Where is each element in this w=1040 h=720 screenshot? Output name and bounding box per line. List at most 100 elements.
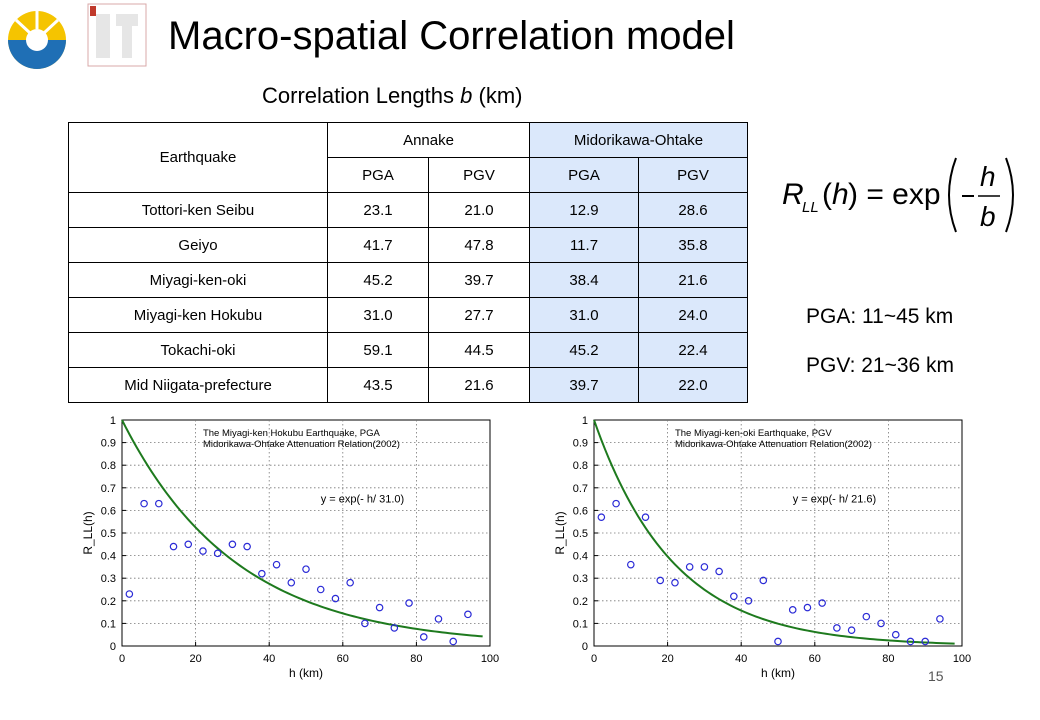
y-tick-label: 0.8: [573, 460, 588, 472]
x-tick-label: 60: [337, 653, 349, 665]
data-point: [921, 637, 930, 646]
table-cell: 28.6: [638, 192, 748, 228]
earthquake-name: Miyagi-ken-oki: [68, 262, 328, 298]
earthquake-name: Miyagi-ken Hokubu: [68, 297, 328, 333]
table-row: Tottori-ken Seibu 23.1 21.0 12.9 28.6: [68, 192, 748, 228]
y-tick-label: 0.4: [101, 551, 116, 563]
x-tick-label: 60: [809, 653, 821, 665]
table-cell: 21.0: [428, 192, 530, 228]
data-point: [155, 499, 163, 508]
data-point: [641, 513, 650, 521]
table-cell: 22.4: [638, 332, 748, 368]
table-cell: 39.7: [529, 367, 639, 403]
table-cell: 23.1: [327, 192, 429, 228]
table-cell: 12.9: [529, 192, 639, 228]
data-point: [730, 592, 738, 601]
table-cell: 45.2: [529, 332, 639, 368]
pga-correlation-plot: 0 0.1 0.2 0.3 0.4 0.5 0.6 0.7 0.8 0.9 1 0 20 40 60 80 10…: [81, 415, 499, 680]
table-cell: 45.2: [327, 262, 429, 298]
data-point: [390, 624, 399, 632]
table-row: Miyagi-ken-oki 45.2 39.7 38.4 21.6: [68, 262, 748, 298]
fit-curve-line: [593, 419, 955, 645]
correlation-formula: R LL ( h ) = exp h b: [782, 157, 1014, 233]
y-tick-label: 1: [110, 415, 116, 427]
table-row: Mid Niigata-prefecture 43.5 21.6 39.7 22…: [68, 367, 748, 403]
x-axis-label: h (km): [289, 666, 323, 680]
data-point: [302, 565, 310, 573]
table-cell: 44.5: [428, 332, 530, 368]
data-point: [169, 542, 178, 551]
data-point: [627, 560, 635, 569]
svg-text:h: h: [832, 178, 849, 211]
svg-text:R: R: [782, 178, 804, 211]
lab-logo: [87, 3, 147, 67]
subheader-pgv: PGV: [428, 157, 530, 193]
y-tick-label: 0.1: [101, 618, 116, 630]
data-point: [656, 576, 665, 585]
plot-title-line1: The Miyagi-ken-oki Earthquake, PGV: [675, 428, 832, 439]
data-point: [759, 576, 768, 585]
x-tick-label: 0: [591, 653, 597, 665]
header-earthquake: Earthquake: [68, 122, 328, 193]
table-cell: 35.8: [638, 227, 748, 263]
data-point: [774, 637, 782, 646]
table-header-row: Earthquake Annake Midorikawa-Ohtake: [68, 122, 748, 193]
y-tick-label: 0.5: [573, 528, 588, 540]
x-tick-label: 20: [189, 653, 201, 665]
y-tick-label: 1: [582, 415, 588, 427]
data-point: [346, 578, 354, 587]
svg-text:) = exp: ) = exp: [848, 178, 941, 211]
table-row: Geiyo 41.7 47.8 11.7 35.8: [68, 227, 748, 263]
y-tick-label: 0.9: [573, 438, 588, 450]
table-cell: 38.4: [529, 262, 639, 298]
data-point: [419, 633, 428, 641]
table-row: Tokachi-oki 59.1 44.5 45.2 22.4: [68, 332, 748, 368]
y-tick-label: 0.1: [573, 618, 588, 630]
data-point: [833, 624, 841, 632]
data-point: [788, 606, 797, 614]
data-point: [906, 637, 915, 646]
x-tick-label: 100: [953, 653, 971, 665]
fit-curve-line: [121, 419, 483, 638]
subheader-pgv: PGV: [638, 157, 748, 193]
caption-prefix: Correlation Lengths: [262, 83, 461, 108]
data-point: [258, 569, 266, 578]
y-tick-label: 0: [582, 641, 588, 653]
table-cell: 43.5: [327, 367, 429, 403]
plot-title-line2: Midorikawa-Ohtake Attenuation Relation(2…: [675, 439, 872, 450]
fit-equation-annotation: y = exp(- h/ 31.0): [321, 493, 404, 505]
x-axis-label: h (km): [761, 666, 795, 680]
y-tick-label: 0.7: [573, 483, 588, 495]
y-tick-label: 0: [110, 641, 116, 653]
header-annake: Annake: [327, 122, 530, 158]
data-point: [803, 603, 812, 612]
data-point: [862, 612, 871, 621]
subheader-pga: PGA: [327, 157, 429, 193]
table-cell: 24.0: [638, 297, 748, 333]
caption-suffix: (km): [472, 83, 523, 108]
subheader-pga: PGA: [529, 157, 639, 193]
svg-text:LL: LL: [802, 199, 819, 216]
x-tick-label: 40: [263, 653, 275, 665]
plot-title-line2: Midorikawa-Ohtake Attenuation Relation(2…: [203, 439, 400, 450]
data-point: [405, 599, 413, 607]
data-point: [243, 542, 251, 551]
svg-text:b: b: [980, 201, 996, 232]
data-point: [671, 578, 679, 587]
page-number: 15: [928, 668, 944, 684]
pgv-range-label: PGV: 21~36 km: [806, 354, 955, 377]
fit-equation-annotation: y = exp(- h/ 21.6): [793, 493, 876, 505]
data-point: [891, 630, 900, 639]
table-cell: 41.7: [327, 227, 429, 263]
y-tick-label: 0.6: [101, 505, 116, 517]
x-tick-label: 80: [882, 653, 894, 665]
table-row: Miyagi-ken Hokubu 31.0 27.7 31.0 24.0: [68, 297, 748, 333]
y-tick-label: 0.6: [573, 505, 588, 517]
data-point: [316, 585, 325, 594]
svg-text:(: (: [822, 178, 832, 211]
data-point: [685, 563, 694, 571]
x-tick-label: 80: [410, 653, 422, 665]
pga-range-label: PGA: 11~45 km: [806, 305, 954, 328]
earthquake-name: Tottori-ken Seibu: [68, 192, 328, 228]
y-tick-label: 0.7: [101, 483, 116, 495]
